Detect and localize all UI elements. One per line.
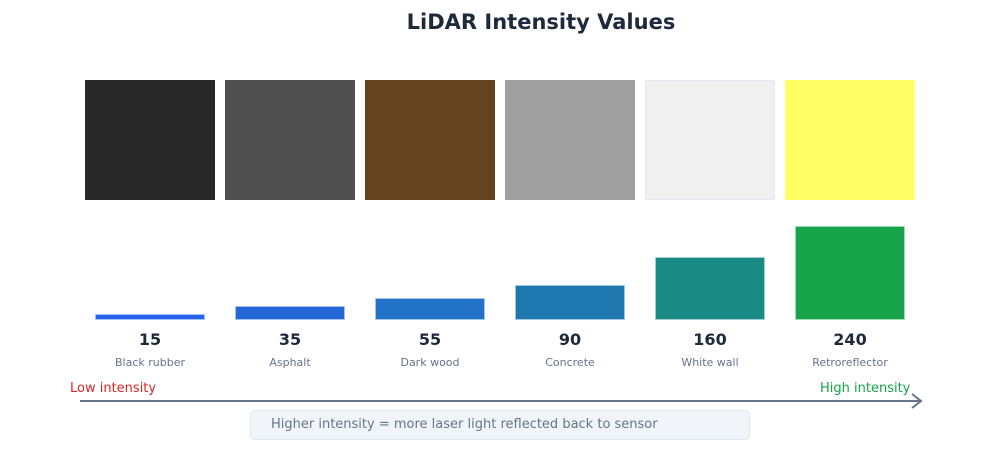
arrow-head-icon <box>911 393 923 409</box>
high-intensity-label: High intensity <box>820 381 911 396</box>
value-label: 240 <box>833 330 867 349</box>
material-swatch <box>645 80 775 200</box>
value-label: 55 <box>418 330 442 349</box>
material-swatch <box>225 80 355 200</box>
material-swatch <box>505 80 635 200</box>
material-label: Concrete <box>545 356 595 369</box>
material-label: Retroreflector <box>812 356 888 369</box>
value-label: 15 <box>138 330 162 349</box>
value-label: 90 <box>558 330 582 349</box>
material-label: White wall <box>681 356 739 369</box>
material-label: Asphalt <box>269 356 311 369</box>
value-label: 160 <box>693 330 727 349</box>
intensity-bar <box>95 314 205 320</box>
material-label: Dark wood <box>400 356 460 369</box>
material-swatch <box>365 80 495 200</box>
material-label: Black rubber <box>114 356 185 369</box>
material-swatch <box>785 80 915 200</box>
intensity-bar <box>515 284 625 320</box>
low-intensity-label: Low intensity <box>70 381 157 396</box>
intensity-bar <box>655 257 765 320</box>
intensity-bar <box>795 225 905 320</box>
info-note: Higher intensity = more laser light refl… <box>250 410 750 440</box>
value-label: 35 <box>278 330 302 349</box>
chart-title: LiDAR Intensity Values <box>406 10 676 34</box>
intensity-bar <box>375 298 485 320</box>
intensity-bar <box>235 306 345 320</box>
material-swatch <box>85 80 215 200</box>
